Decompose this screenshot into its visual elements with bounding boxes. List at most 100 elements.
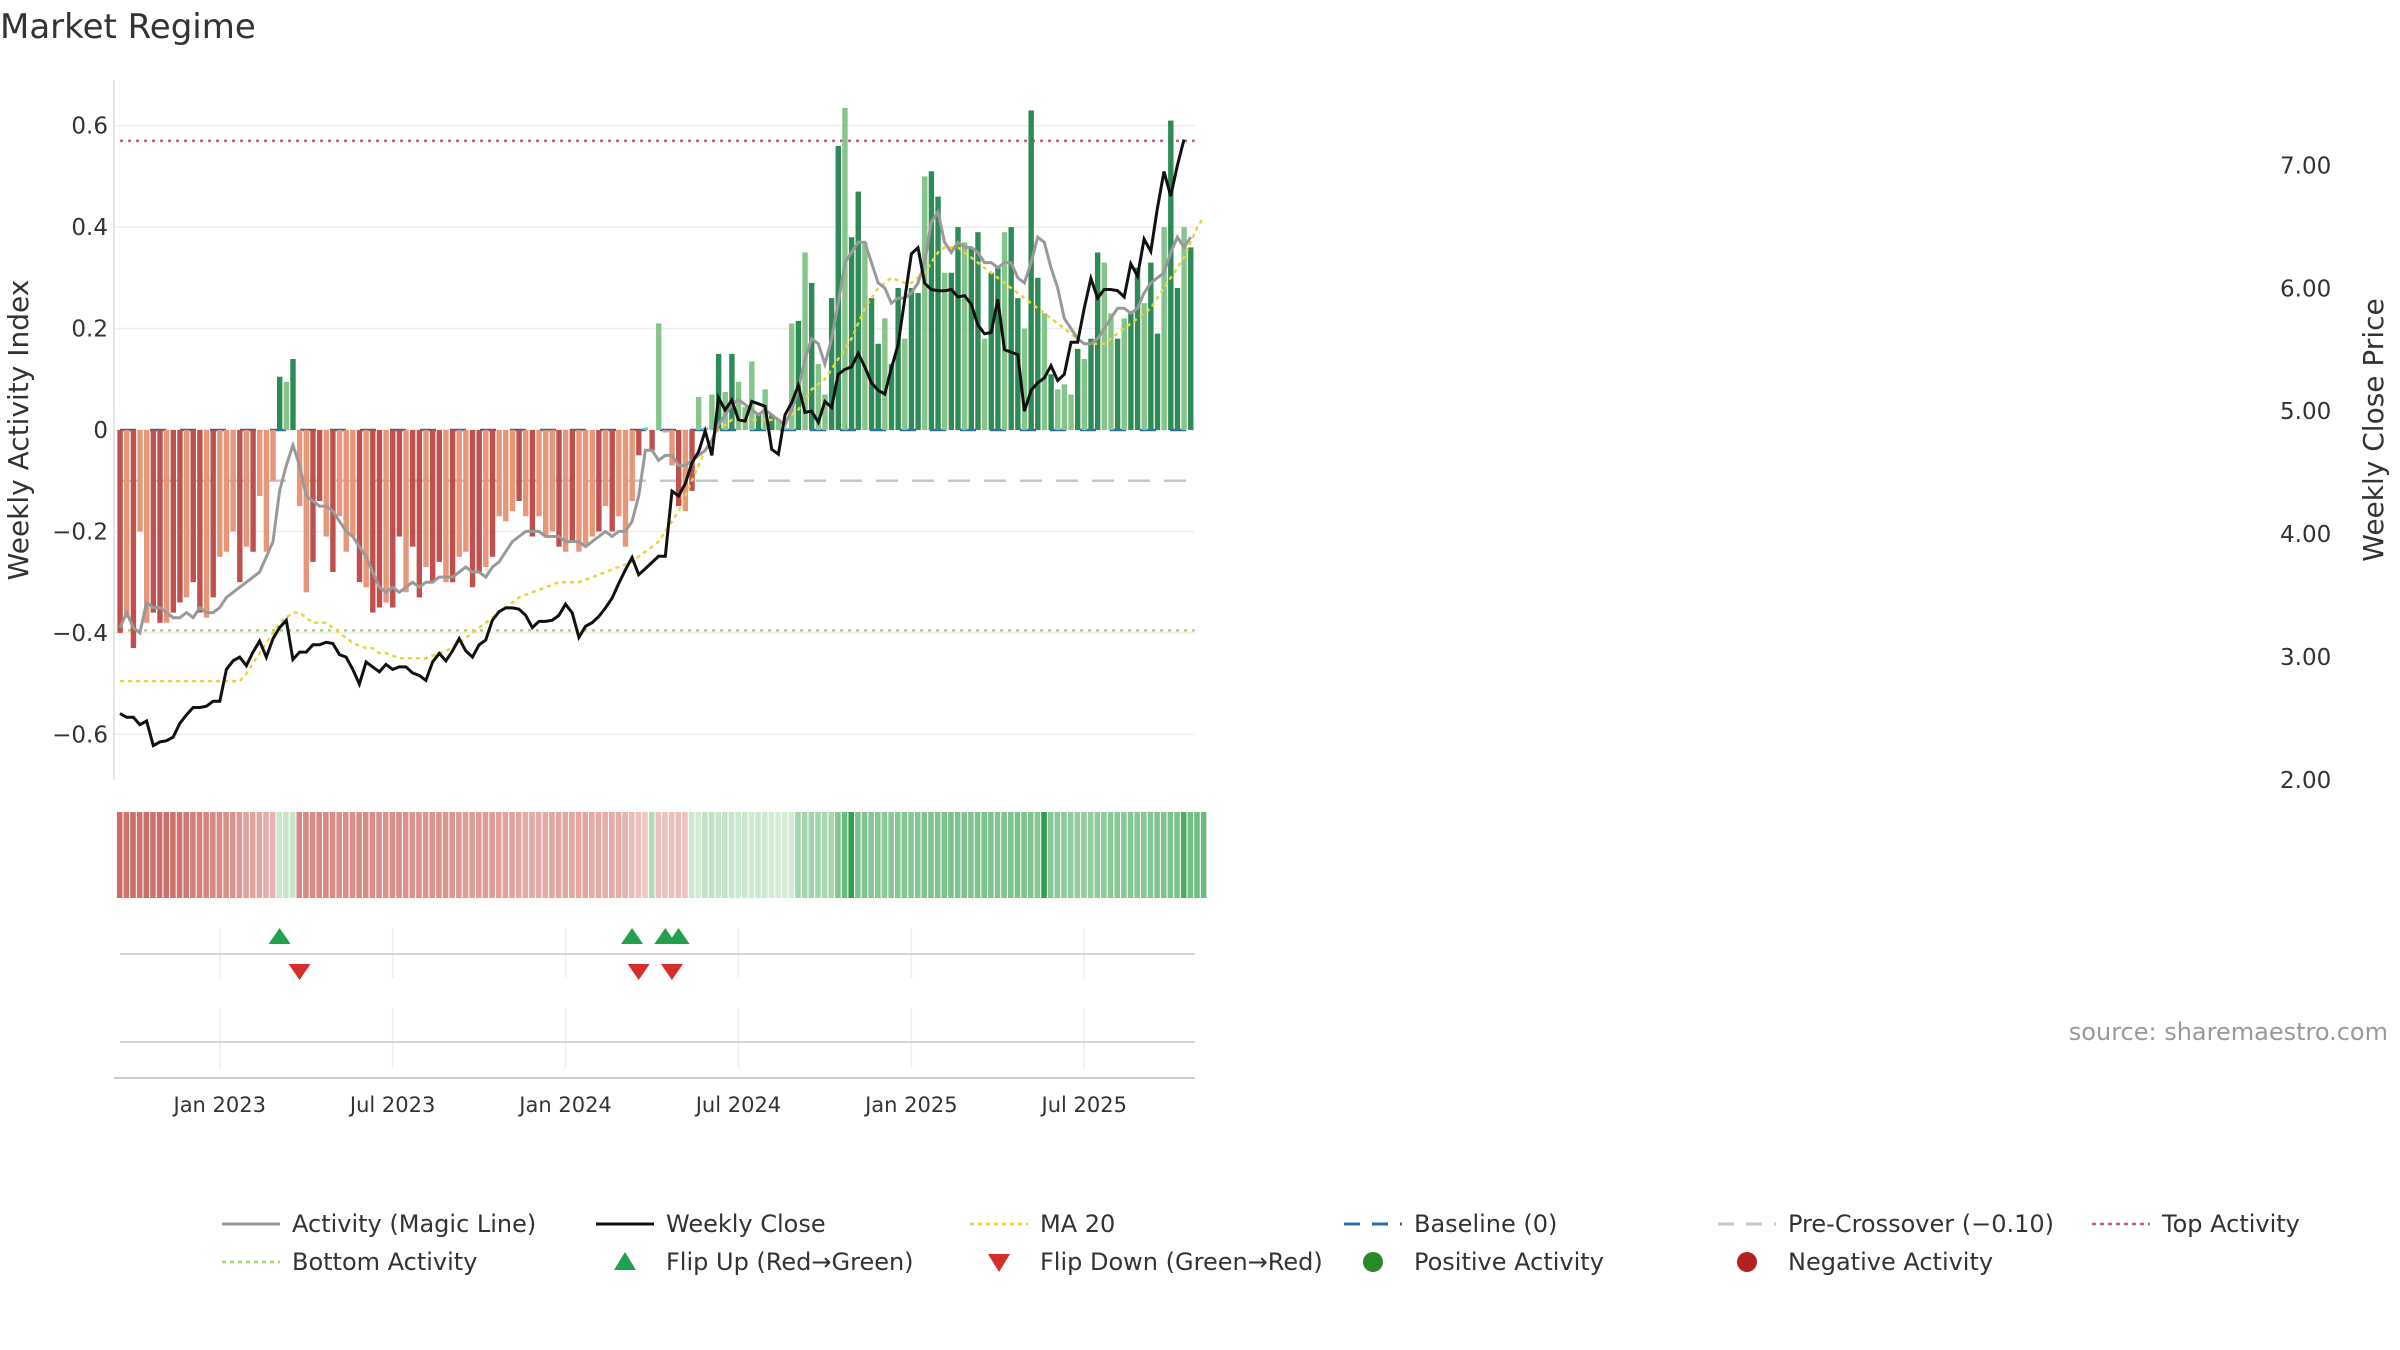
regime-cell	[1180, 812, 1187, 898]
regime-cell	[1141, 812, 1147, 898]
activity-bar	[270, 430, 276, 481]
activity-bar	[769, 414, 775, 430]
activity-bar	[376, 430, 383, 608]
regime-cell	[695, 812, 702, 898]
activity-bar	[137, 430, 143, 532]
activity-bar	[988, 272, 994, 430]
activity-bar	[602, 430, 609, 507]
activity-bar	[177, 430, 183, 603]
activity-bar	[942, 272, 948, 430]
regime-cell	[542, 812, 549, 898]
regime-cell	[602, 812, 608, 898]
activity-bar	[523, 430, 529, 517]
activity-bar	[1154, 333, 1161, 430]
activity-bar	[496, 430, 502, 517]
activity-bar	[303, 430, 309, 593]
activity-bar	[915, 293, 921, 430]
activity-bar	[463, 430, 469, 552]
regime-cell	[489, 812, 495, 898]
regime-cell	[236, 812, 243, 898]
regime-cell	[449, 812, 455, 898]
series-lines	[118, 139, 1206, 748]
regime-cell	[1041, 812, 1047, 898]
activity-bar	[237, 430, 243, 583]
regime-cell	[1014, 812, 1021, 898]
left-tick-label: −0.4	[52, 621, 108, 647]
legend-label: Top Activity	[2161, 1210, 2300, 1238]
legend-item: MA 20	[970, 1210, 1115, 1238]
regime-cell	[1147, 812, 1154, 898]
regime-cell	[994, 812, 1001, 898]
right-tick-label: 3.00	[2280, 645, 2331, 671]
legend-label: Positive Activity	[1414, 1248, 1604, 1276]
legend-item: Baseline (0)	[1344, 1210, 1557, 1238]
regime-cell	[1074, 812, 1081, 898]
activity-bar	[456, 430, 462, 557]
activity-bar	[1055, 389, 1061, 430]
regime-cell	[156, 812, 163, 898]
activity-bar	[682, 430, 689, 512]
legend-label: Flip Up (Red→Green)	[666, 1248, 914, 1276]
activity-bar	[868, 298, 875, 430]
activity-bar	[157, 430, 163, 623]
activity-bar	[130, 430, 137, 649]
activity-bar	[822, 394, 828, 430]
activity-bar	[1161, 227, 1167, 430]
regime-cell	[296, 812, 303, 898]
regime-cell	[249, 812, 256, 898]
regime-cell	[921, 812, 928, 898]
regime-cell	[283, 812, 289, 898]
legend-swatch	[988, 1254, 1010, 1272]
regime-cell	[1167, 812, 1174, 898]
activity-bar	[656, 323, 662, 430]
legend-item: Top Activity	[2092, 1210, 2300, 1238]
activity-bar	[1181, 227, 1187, 430]
activity-bar	[596, 430, 602, 532]
activity-bar	[802, 252, 808, 430]
regime-cell	[708, 812, 715, 898]
activity-bar	[410, 430, 416, 547]
activity-bar	[509, 430, 516, 512]
activity-bar	[848, 237, 855, 430]
activity-bar	[1028, 110, 1034, 430]
activity-bar	[882, 318, 888, 430]
regime-cell	[336, 812, 342, 898]
left-axis-ticks: 0.6 0.4 0.2 0 −0.2 −0.4 −0.6	[52, 114, 108, 749]
right-tick-label: 2.00	[2280, 768, 2331, 794]
activity-bar	[476, 430, 482, 573]
regime-cell	[210, 812, 216, 898]
regime-cell	[841, 812, 848, 898]
regime-cell	[988, 812, 994, 898]
regime-cell	[263, 812, 269, 898]
regime-cell	[456, 812, 462, 898]
activity-bar	[569, 430, 575, 542]
regime-cell	[515, 812, 522, 898]
activity-bar	[483, 430, 489, 567]
regime-cell	[376, 812, 382, 898]
regime-cell	[136, 812, 143, 898]
activity-bar	[636, 430, 642, 456]
activity-bar	[124, 430, 130, 618]
right-axis-label: Weekly Close Price	[2357, 298, 2390, 561]
legend-label: Weekly Close	[666, 1210, 826, 1238]
legend-item: Flip Down (Green→Red)	[988, 1248, 1323, 1276]
activity-bar	[536, 430, 542, 517]
regime-cell	[788, 812, 795, 898]
regime-cell	[615, 812, 622, 898]
activity-bar	[323, 430, 329, 537]
activity-bar	[1068, 394, 1074, 430]
regime-cell	[702, 812, 708, 898]
regime-cell	[1154, 812, 1160, 898]
regime-cell	[309, 812, 316, 898]
activity-bar	[1141, 303, 1147, 430]
right-tick-label: 4.00	[2280, 522, 2331, 548]
activity-bar	[922, 176, 928, 430]
regime-cell	[981, 812, 987, 898]
activity-bar	[669, 430, 675, 466]
activity-bar	[516, 430, 522, 502]
regime-cell	[968, 812, 974, 898]
x-tick-label: Jan 2024	[517, 1093, 612, 1117]
regime-cell	[848, 812, 854, 898]
legend-item: Weekly Close	[596, 1210, 826, 1238]
regime-cell	[1187, 812, 1194, 898]
